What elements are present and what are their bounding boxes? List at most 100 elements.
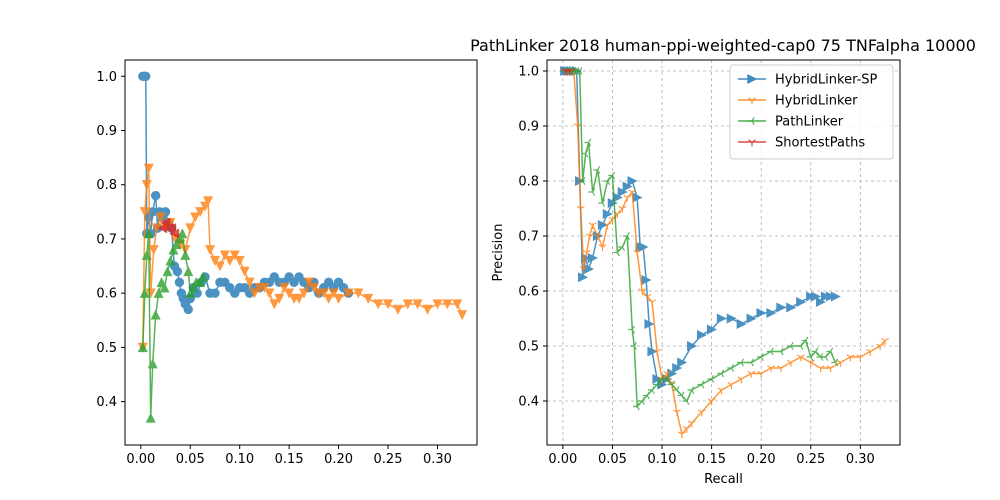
data-point-left-series-0 bbox=[183, 304, 193, 315]
data-point-hybridlinker bbox=[598, 244, 607, 252]
data-point-hybridlinker-sp bbox=[644, 318, 655, 330]
data-point-hybridlinker-sp bbox=[597, 219, 608, 231]
data-point-pathlinker bbox=[682, 397, 690, 405]
data-point-pathlinker bbox=[766, 347, 774, 356]
legend-marker bbox=[748, 139, 756, 147]
left-y-tick-label: 0.6 bbox=[96, 287, 117, 302]
data-point-left-series-1 bbox=[323, 293, 334, 304]
data-point-left-series-1 bbox=[203, 196, 214, 207]
data-point-left-series-2 bbox=[137, 342, 148, 353]
y-axis-label: Precision bbox=[491, 223, 506, 281]
left-y-tick-label: 1.0 bbox=[96, 70, 117, 85]
data-point-hybridlinker-sp bbox=[652, 373, 663, 385]
data-point-left-series-2 bbox=[185, 287, 196, 298]
data-point-left-series-1 bbox=[432, 299, 443, 310]
data-point-hybridlinker bbox=[638, 288, 647, 296]
data-point-pathlinker bbox=[647, 386, 655, 394]
data-point-hybridlinker bbox=[786, 359, 795, 367]
data-point-pathlinker bbox=[608, 171, 616, 180]
data-point-pathlinker bbox=[623, 232, 630, 240]
data-point-pathlinker bbox=[593, 166, 601, 174]
data-point-pathlinker bbox=[677, 391, 685, 400]
data-point-left-series-1 bbox=[264, 288, 275, 299]
data-point-left-series-1 bbox=[363, 293, 374, 304]
data-point-hybridlinker bbox=[767, 365, 776, 373]
data-point-hybridlinker bbox=[747, 370, 756, 378]
data-point-pathlinker bbox=[801, 336, 809, 345]
data-point-hybridlinker bbox=[576, 205, 585, 213]
data-point-hybridlinker bbox=[826, 365, 835, 373]
data-point-left-series-1 bbox=[402, 299, 413, 310]
data-point-pathlinker bbox=[637, 397, 645, 405]
data-point-hybridlinker-sp bbox=[825, 291, 836, 302]
right-y-tick-label: 0.5 bbox=[518, 340, 539, 355]
data-point-hybridlinker bbox=[648, 299, 657, 307]
data-point-pathlinker bbox=[727, 364, 735, 372]
data-point-hybridlinker-sp bbox=[756, 307, 767, 319]
data-point-left-series-2 bbox=[168, 244, 179, 255]
data-point-left-series-0 bbox=[210, 288, 220, 298]
data-point-left-series-1 bbox=[249, 288, 260, 299]
data-point-hybridlinker-sp bbox=[746, 313, 757, 324]
data-point-hybridlinker bbox=[603, 222, 612, 230]
data-point-left-series-2 bbox=[183, 266, 194, 277]
data-point-hybridlinker-sp bbox=[726, 313, 737, 324]
data-point-left-series-2 bbox=[141, 249, 152, 260]
right-y-tick-label: 0.7 bbox=[518, 230, 539, 245]
data-point-hybridlinker-sp bbox=[687, 340, 698, 352]
data-point-pathlinker bbox=[657, 375, 665, 383]
data-point-pathlinker bbox=[628, 325, 635, 334]
data-point-hybridlinker-sp bbox=[622, 181, 633, 192]
legend-marker bbox=[748, 97, 756, 105]
data-point-pathlinker bbox=[747, 358, 754, 367]
data-point-hybridlinker bbox=[796, 354, 805, 362]
data-point-hybridlinker-sp bbox=[638, 241, 649, 253]
data-point-hybridlinker bbox=[757, 370, 766, 378]
data-point-pathlinker bbox=[756, 353, 764, 361]
data-point-left-series-1 bbox=[180, 245, 191, 256]
data-point-pathlinker bbox=[633, 402, 640, 411]
data-point-pathlinker bbox=[707, 375, 715, 383]
data-point-pathlinker bbox=[717, 369, 725, 378]
data-point-hybridlinker-sp bbox=[696, 329, 708, 341]
left-x-tick-label: 0.15 bbox=[275, 452, 304, 467]
data-point-pathlinker bbox=[652, 380, 660, 389]
data-point-left-series-1 bbox=[244, 277, 255, 288]
data-point-hybridlinker bbox=[707, 398, 716, 406]
data-point-hybridlinker-sp bbox=[587, 252, 598, 264]
data-point-hybridlinker-sp bbox=[602, 208, 613, 220]
data-point-left-series-1 bbox=[457, 310, 468, 321]
data-point-left-series-1 bbox=[139, 207, 150, 218]
data-point-hybridlinker bbox=[846, 354, 855, 362]
data-point-left-series-2 bbox=[174, 233, 185, 244]
data-point-left-series-3 bbox=[166, 223, 177, 234]
data-point-left-series-0 bbox=[141, 71, 151, 81]
legend-label: HybridLinker-SP bbox=[775, 73, 878, 88]
data-point-left-series-1 bbox=[190, 212, 201, 223]
data-point-hybridlinker bbox=[579, 266, 588, 274]
data-point-hybridlinker-sp bbox=[766, 307, 777, 319]
data-point-pathlinker bbox=[603, 177, 611, 185]
data-point-hybridlinker bbox=[618, 205, 627, 213]
data-point-hybridlinker bbox=[727, 381, 736, 389]
data-point-left-series-1 bbox=[229, 250, 240, 261]
data-point-pathlinker bbox=[584, 138, 592, 147]
legend-label: PathLinker bbox=[775, 115, 844, 130]
data-point-left-series-1 bbox=[328, 288, 339, 299]
right-x-tick-label: 0.10 bbox=[648, 452, 677, 467]
data-point-hybridlinker-sp bbox=[677, 357, 688, 368]
data-point-left-series-2 bbox=[162, 266, 173, 277]
data-point-left-series-1 bbox=[343, 288, 354, 299]
data-point-pathlinker bbox=[598, 199, 606, 207]
data-point-hybridlinker bbox=[737, 376, 746, 384]
left-x-tick-label: 0.00 bbox=[126, 452, 155, 467]
left-x-tick-label: 0.05 bbox=[176, 452, 205, 467]
data-point-left-series-2 bbox=[150, 309, 161, 320]
chart-title: PathLinker 2018 human-ppi-weighted-cap0 … bbox=[470, 36, 976, 55]
right-y-tick-label: 0.6 bbox=[518, 285, 539, 300]
data-point-pathlinker bbox=[687, 386, 695, 394]
left-x-tick-label: 0.10 bbox=[225, 452, 254, 467]
data-point-left-series-1 bbox=[141, 180, 152, 191]
data-point-pathlinker bbox=[697, 380, 705, 389]
data-point-left-series-1 bbox=[209, 255, 220, 266]
